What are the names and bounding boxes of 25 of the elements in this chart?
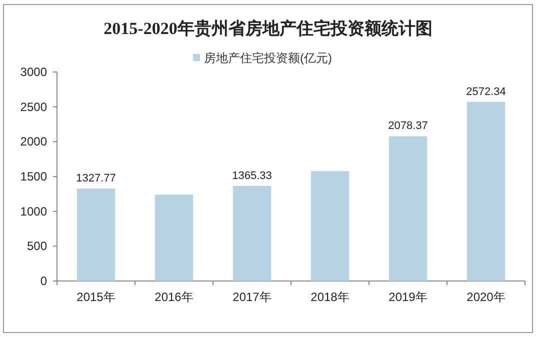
text: 2572.34 bbox=[466, 86, 506, 98]
text: 1327.77 bbox=[76, 172, 116, 184]
y-tick-label: 500 bbox=[26, 239, 48, 254]
text: 1365.33 bbox=[232, 170, 272, 182]
bar bbox=[466, 102, 506, 281]
chart-title: 2015-2020年贵州省房地产住宅投资额统计图 bbox=[104, 19, 432, 38]
x-tick-label: 2019年 bbox=[388, 290, 428, 304]
y-tick-label: 2500 bbox=[20, 100, 48, 114]
legend-label: 房地产住宅投资额(亿元) bbox=[204, 51, 332, 65]
bar bbox=[310, 171, 350, 281]
x-tick-label: 2018年 bbox=[310, 290, 350, 304]
bar bbox=[388, 136, 428, 281]
y-tick-label: 2000 bbox=[20, 134, 48, 149]
y-tick-label: 1500 bbox=[20, 170, 48, 184]
text: 2078.37 bbox=[388, 120, 428, 132]
bar bbox=[232, 186, 272, 281]
bar bbox=[154, 194, 194, 281]
y-tick-label: 3000 bbox=[20, 65, 48, 79]
x-tick-label: 2017年 bbox=[232, 290, 272, 304]
bar bbox=[76, 188, 116, 281]
y-tick-label: 0 bbox=[40, 274, 48, 288]
x-tick-label: 2015年 bbox=[76, 290, 116, 304]
y-tick-label: 1000 bbox=[20, 204, 48, 218]
x-tick-label: 2016年 bbox=[154, 290, 194, 304]
x-tick-label: 2020年 bbox=[466, 290, 506, 304]
